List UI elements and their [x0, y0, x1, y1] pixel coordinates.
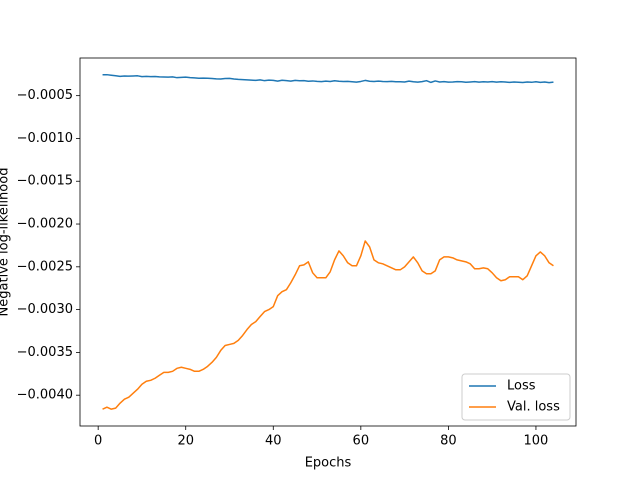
y-tick-label: −0.0035: [17, 345, 73, 360]
y-tick-label: −0.0020: [17, 217, 73, 232]
legend-label: Loss: [507, 379, 536, 394]
line-series: [102, 73, 554, 84]
legend-label: Val. loss: [507, 400, 560, 415]
y-tick-label: −0.0030: [17, 302, 73, 317]
y-axis-label: Negative log-likelihood: [0, 168, 12, 317]
y-tick-label: −0.0025: [17, 259, 73, 274]
plot-frame: [79, 57, 577, 427]
y-tick-label: −0.0005: [17, 88, 73, 103]
x-tick-label: 80: [440, 434, 457, 449]
x-tick-label: 20: [177, 434, 194, 449]
x-tick-label: 60: [353, 434, 370, 449]
line-series: [102, 240, 554, 410]
y-tick-label: −0.0015: [17, 174, 73, 189]
x-tick-label: 100: [524, 434, 549, 449]
x-tick-label: 0: [94, 434, 102, 449]
x-axis-label: Epochs: [305, 456, 352, 471]
y-tick-label: −0.0010: [17, 131, 73, 146]
y-tick-label: −0.0040: [17, 388, 73, 403]
x-tick-label: 40: [265, 434, 282, 449]
